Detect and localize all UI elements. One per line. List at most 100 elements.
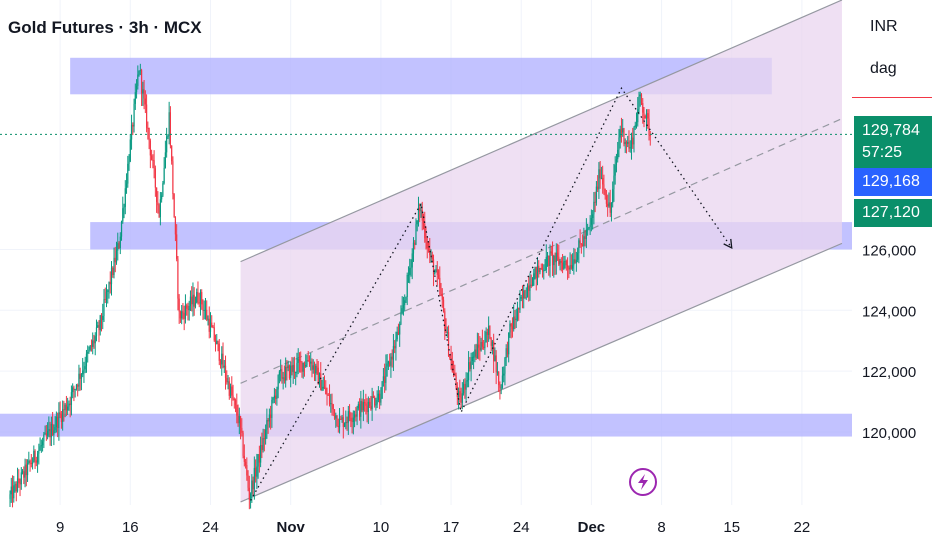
candle-body bbox=[212, 327, 214, 329]
candle-body bbox=[381, 381, 383, 399]
channel-lower-line bbox=[240, 242, 843, 503]
currency-label[interactable]: INR bbox=[870, 18, 898, 35]
candle-body bbox=[595, 186, 597, 203]
candle-body bbox=[306, 360, 308, 366]
candle-body bbox=[563, 261, 565, 269]
candle-body bbox=[609, 202, 611, 213]
unit-label[interactable]: dag bbox=[870, 60, 897, 77]
candle-body bbox=[134, 92, 136, 104]
candle-body bbox=[49, 429, 51, 438]
candle-body bbox=[42, 441, 44, 446]
candle-body bbox=[318, 373, 321, 385]
candle-body bbox=[602, 177, 604, 185]
candle-body bbox=[298, 358, 301, 362]
candle-body bbox=[20, 472, 22, 485]
candle-body bbox=[396, 331, 398, 340]
candle-body bbox=[129, 139, 131, 162]
candle-body bbox=[237, 415, 239, 424]
candle-body bbox=[35, 460, 37, 463]
candle-body bbox=[445, 329, 447, 333]
candle-body bbox=[158, 205, 160, 217]
candle-body bbox=[219, 360, 222, 365]
candle-body bbox=[587, 228, 589, 230]
candle-body bbox=[648, 118, 650, 135]
candle-body bbox=[649, 134, 651, 137]
candle-body bbox=[391, 356, 393, 360]
candle-body bbox=[79, 373, 81, 379]
y-tick-label: 122,000 bbox=[862, 364, 916, 381]
candle-body bbox=[358, 404, 361, 417]
candle-body bbox=[107, 290, 109, 292]
candle-body bbox=[43, 434, 45, 442]
candle-body bbox=[570, 264, 572, 269]
candle-body bbox=[489, 325, 491, 339]
candle-body bbox=[217, 340, 219, 344]
candle-body bbox=[38, 450, 40, 454]
last-price-badge: 129,784 57:25 bbox=[854, 116, 932, 176]
candle-body bbox=[580, 243, 582, 245]
candle-body bbox=[384, 376, 386, 383]
candle-body bbox=[172, 161, 174, 195]
candle-body bbox=[375, 404, 377, 406]
candle-body bbox=[75, 385, 78, 389]
candle-body bbox=[519, 298, 521, 310]
candle-body bbox=[231, 386, 233, 396]
candle-body bbox=[272, 397, 274, 400]
candle-body bbox=[202, 304, 204, 311]
candle-body bbox=[179, 311, 182, 319]
candle-body bbox=[439, 277, 441, 289]
candle-body bbox=[583, 236, 585, 247]
candle-body bbox=[449, 355, 451, 359]
candle-body bbox=[405, 297, 407, 301]
candle-body bbox=[14, 483, 16, 486]
candle-body bbox=[361, 401, 363, 411]
candle-body bbox=[577, 253, 579, 260]
candle-body bbox=[135, 85, 138, 93]
candle-body bbox=[569, 264, 571, 270]
candle-body bbox=[92, 340, 94, 347]
candle-body bbox=[457, 391, 460, 398]
candle-body bbox=[15, 483, 17, 492]
candle-body bbox=[541, 268, 544, 272]
candle-body bbox=[11, 486, 14, 499]
candle-body bbox=[127, 163, 129, 184]
candle-body bbox=[505, 348, 507, 358]
candle-body bbox=[466, 380, 468, 382]
candle-body bbox=[117, 243, 119, 251]
candle-body bbox=[188, 306, 190, 311]
candle-body bbox=[281, 369, 283, 379]
candle-body bbox=[256, 466, 258, 477]
candle-body bbox=[402, 305, 405, 309]
candle-body bbox=[574, 259, 576, 263]
candle-body bbox=[603, 184, 605, 189]
candle-body bbox=[120, 221, 123, 237]
candle-body bbox=[252, 480, 254, 490]
candle-body bbox=[331, 403, 333, 405]
candle-body bbox=[57, 416, 59, 429]
lightning-icon[interactable] bbox=[629, 468, 657, 496]
candle-body bbox=[427, 248, 430, 250]
candle-body bbox=[211, 322, 213, 328]
candle-body bbox=[95, 327, 98, 337]
candle-body bbox=[520, 296, 522, 299]
candle-body bbox=[144, 98, 146, 105]
candle-body bbox=[253, 467, 255, 490]
candle-body bbox=[133, 103, 135, 127]
candle-body bbox=[548, 255, 550, 266]
candle-body bbox=[627, 141, 629, 144]
candle-body bbox=[157, 202, 159, 206]
candle-body bbox=[282, 377, 284, 379]
candle-body bbox=[501, 375, 504, 388]
candle-body bbox=[198, 302, 200, 304]
candle-body bbox=[145, 104, 148, 128]
x-tick-label: 8 bbox=[657, 519, 665, 536]
candle-body bbox=[345, 421, 347, 424]
candle-body bbox=[338, 418, 341, 428]
candle-body bbox=[553, 255, 555, 266]
candle-body bbox=[644, 115, 646, 119]
candle-body bbox=[411, 253, 413, 268]
candle-body bbox=[514, 316, 516, 321]
candle-body bbox=[168, 112, 170, 136]
candle-body bbox=[635, 122, 638, 126]
